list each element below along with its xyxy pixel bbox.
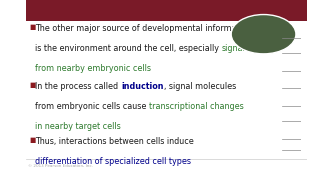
Text: In the process called: In the process called [36, 82, 121, 91]
Text: in nearby target cells: in nearby target cells [36, 122, 121, 131]
Text: differentiation of specialized cell types: differentiation of specialized cell type… [36, 157, 191, 166]
Text: The other major source of developmental information: The other major source of developmental … [36, 24, 252, 33]
Text: is the environment around the cell, especially: is the environment around the cell, espe… [36, 44, 222, 53]
Text: from embryonic cells cause: from embryonic cells cause [36, 102, 149, 111]
Text: from nearby embryonic cells: from nearby embryonic cells [36, 64, 151, 73]
Text: induction: induction [121, 82, 164, 91]
Text: signals: signals [222, 44, 250, 53]
Text: © 2013 Pearson Education, Inc.: © 2013 Pearson Education, Inc. [28, 164, 93, 168]
Text: ■: ■ [30, 24, 36, 30]
Text: , signal molecules: , signal molecules [164, 82, 236, 91]
Circle shape [231, 15, 296, 54]
Bar [26, 0, 307, 21]
Text: ■: ■ [30, 82, 36, 88]
Text: transcriptional changes: transcriptional changes [149, 102, 244, 111]
Text: ■: ■ [30, 137, 36, 143]
Text: Thus, interactions between cells induce: Thus, interactions between cells induce [36, 137, 194, 146]
